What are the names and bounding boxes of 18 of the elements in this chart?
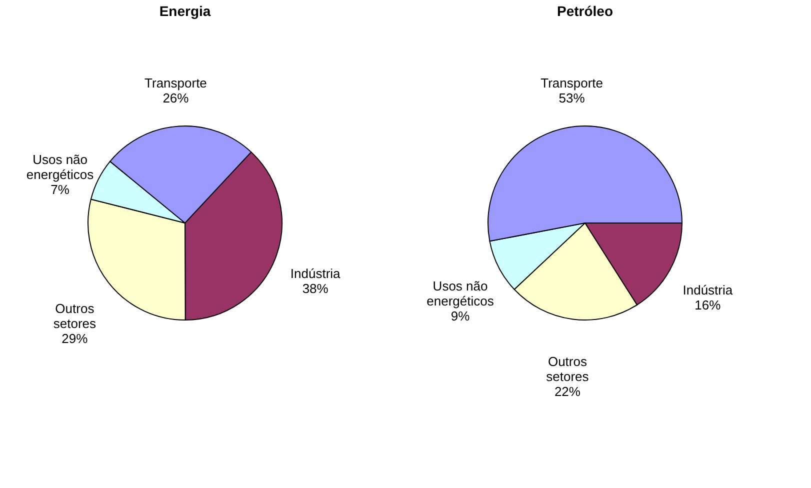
data-label: 9%	[450, 308, 470, 324]
slice-label: Usos não energéticos	[26, 152, 94, 182]
chart-title: Petróleo	[556, 3, 614, 19]
slice-label: Indústria	[290, 266, 342, 282]
slice-label: Transporte	[144, 75, 207, 90]
data-label: 7%	[50, 182, 70, 197]
data-label: 26%	[162, 90, 190, 106]
data-label: 16%	[694, 297, 722, 312]
slice-label: Indústria	[682, 282, 734, 298]
data-label: 29%	[62, 331, 88, 346]
data-label: 38%	[302, 281, 329, 296]
slice-label: Transporte	[540, 76, 604, 91]
slice-label: Outros setores	[546, 354, 590, 384]
data-label: 53%	[558, 90, 586, 106]
chart-title: Energia	[159, 3, 211, 19]
slice-label: Usos não energéticos	[426, 278, 494, 309]
data-label: 22%	[554, 384, 581, 399]
slice-label: Outros setores	[53, 301, 96, 332]
